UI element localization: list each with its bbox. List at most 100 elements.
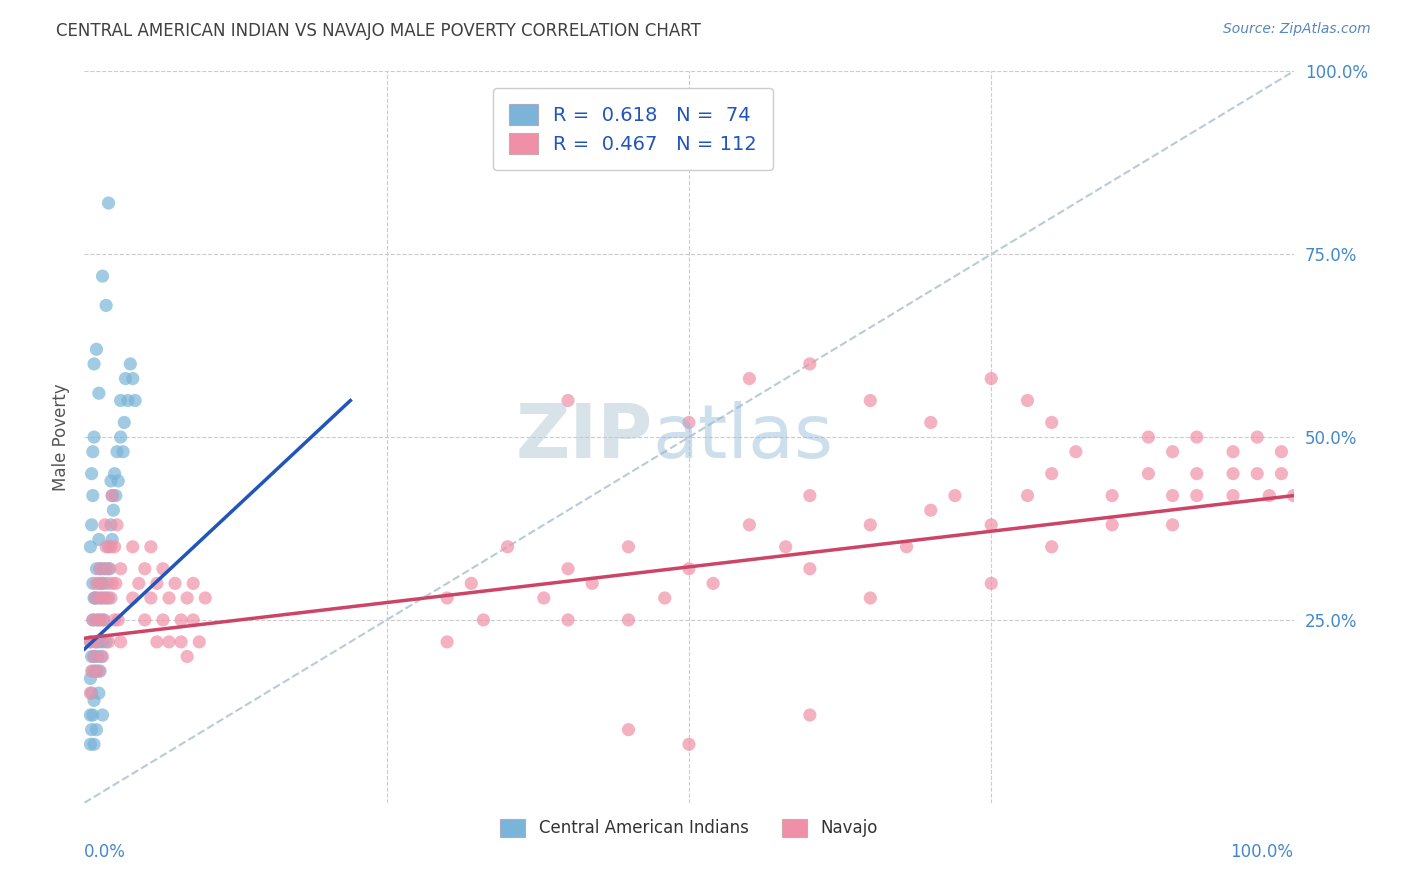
Point [91, 269, 114, 284]
Point [82, 613, 104, 627]
Point [97, 562, 120, 576]
Point [83, 649, 105, 664]
Point [91, 649, 114, 664]
Text: 100.0%: 100.0% [1230, 843, 1294, 861]
Point [139, 591, 162, 605]
Text: atlas: atlas [652, 401, 834, 474]
Point [436, 635, 458, 649]
Point [799, 708, 821, 723]
Point [110, 393, 132, 408]
Point [86, 613, 108, 627]
Point [83, 591, 105, 605]
Point [980, 371, 1002, 385]
Point [678, 737, 700, 751]
Point [1185, 430, 1208, 444]
Point [1040, 467, 1063, 481]
Point [1137, 430, 1160, 444]
Point [94, 591, 117, 605]
Point [1101, 517, 1123, 532]
Point [93, 562, 115, 576]
Point [165, 576, 187, 591]
Point [533, 591, 555, 605]
Point [146, 635, 169, 649]
Point [104, 540, 127, 554]
Point [120, 357, 142, 371]
Point [980, 517, 1002, 532]
Point [82, 576, 104, 591]
Point [79, 672, 101, 686]
Point [738, 371, 761, 385]
Point [90, 649, 112, 664]
Point [1161, 517, 1184, 532]
Point [121, 371, 143, 385]
Point [678, 562, 700, 576]
Point [84, 591, 107, 605]
Point [1040, 416, 1063, 430]
Point [79, 540, 101, 554]
Point [1064, 444, 1087, 458]
Point [799, 357, 821, 371]
Point [859, 591, 882, 605]
Point [920, 503, 942, 517]
Point [617, 613, 640, 627]
Point [86, 649, 108, 664]
Point [105, 444, 128, 458]
Point [82, 444, 104, 458]
Point [101, 489, 124, 503]
Point [112, 444, 135, 458]
Point [980, 576, 1002, 591]
Point [110, 430, 132, 444]
Point [86, 591, 108, 605]
Point [94, 562, 117, 576]
Point [86, 576, 108, 591]
Point [83, 430, 105, 444]
Point [1282, 489, 1305, 503]
Point [112, 416, 135, 430]
Point [89, 562, 111, 576]
Point [101, 576, 124, 591]
Point [799, 489, 821, 503]
Point [1161, 444, 1184, 458]
Point [84, 664, 107, 678]
Point [181, 613, 204, 627]
Point [80, 686, 103, 700]
Point [80, 664, 103, 678]
Point [83, 649, 105, 664]
Point [84, 635, 107, 649]
Point [80, 517, 103, 532]
Point [1185, 489, 1208, 503]
Point [87, 576, 110, 591]
Point [1270, 467, 1292, 481]
Point [617, 723, 640, 737]
Point [654, 591, 676, 605]
Point [496, 540, 519, 554]
Point [678, 416, 700, 430]
Point [146, 576, 169, 591]
Point [104, 576, 127, 591]
Point [94, 540, 117, 554]
Point [100, 517, 122, 532]
Point [1258, 489, 1281, 503]
Point [103, 503, 125, 517]
Point [472, 613, 495, 627]
Point [83, 357, 105, 371]
Point [157, 591, 180, 605]
Point [94, 298, 117, 312]
Point [1040, 540, 1063, 554]
Point [87, 635, 110, 649]
Point [1270, 444, 1292, 458]
Point [176, 649, 198, 664]
Text: 0.0%: 0.0% [84, 843, 127, 861]
Point [128, 576, 150, 591]
Point [84, 591, 107, 605]
Point [86, 635, 108, 649]
Point [920, 416, 942, 430]
Point [90, 591, 112, 605]
Point [121, 591, 143, 605]
Point [799, 562, 821, 576]
Point [83, 737, 105, 751]
Point [557, 562, 579, 576]
Point [110, 635, 132, 649]
Point [89, 562, 111, 576]
Point [86, 723, 108, 737]
